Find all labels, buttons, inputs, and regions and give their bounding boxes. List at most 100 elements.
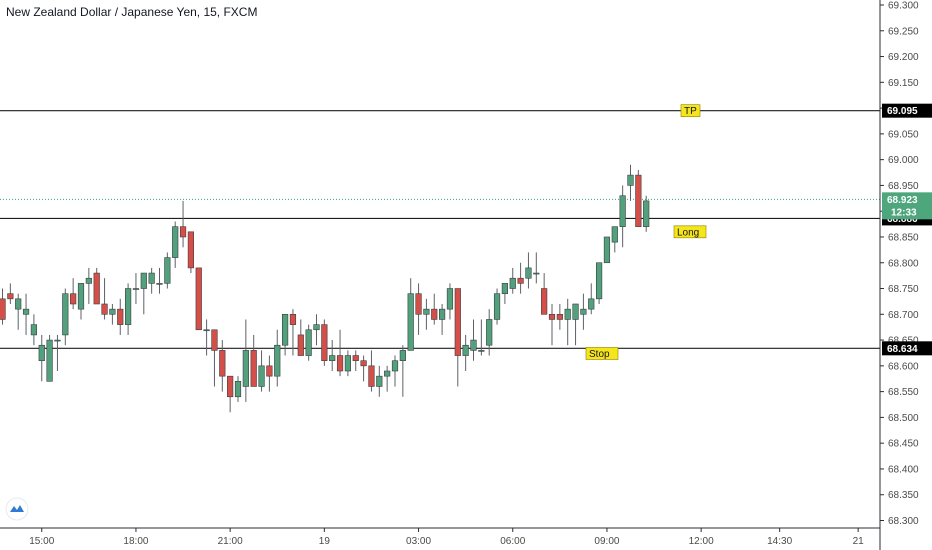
price-tick-label: 69.150 xyxy=(888,78,919,89)
candle-up xyxy=(391,360,399,372)
candle-down xyxy=(211,329,218,351)
candle-down xyxy=(454,288,461,356)
candle-up xyxy=(509,277,516,289)
candle-down xyxy=(195,267,202,331)
price-tick-label: 68.300 xyxy=(888,516,919,527)
candle-down xyxy=(431,308,438,320)
candle-up xyxy=(140,272,147,289)
candle-up xyxy=(305,329,312,356)
candle-up xyxy=(62,293,69,336)
level-price-tag xyxy=(882,103,932,118)
candle-down xyxy=(101,303,108,315)
price-axis[interactable]: 69.30069.25069.20069.15069.10069.05069.0… xyxy=(879,0,919,550)
time-tick-label: 15:00 xyxy=(29,536,54,547)
candle-up xyxy=(22,308,30,315)
candle-up xyxy=(234,381,242,398)
level-price-tag-label: 68.886 xyxy=(887,214,918,225)
candle-up xyxy=(399,350,406,361)
price-tick-label: 68.850 xyxy=(888,232,919,243)
annotations[interactable]: TP Long Stop xyxy=(585,104,707,360)
price-tick-label: 68.800 xyxy=(888,258,919,269)
candle-up xyxy=(77,283,85,310)
candle-up xyxy=(15,298,22,310)
candles xyxy=(0,164,650,413)
candle-down xyxy=(93,272,100,305)
candle-up xyxy=(611,226,618,243)
horizontal-levels[interactable] xyxy=(0,110,880,349)
price-tick-label: 68.600 xyxy=(888,361,919,372)
candle-down xyxy=(415,293,422,315)
candle-up xyxy=(423,308,430,315)
price-tick-label: 69.250 xyxy=(888,26,919,37)
time-tick-label: 03:00 xyxy=(406,536,431,547)
candle-up xyxy=(156,283,163,285)
candle-up xyxy=(446,288,454,310)
candle-down xyxy=(360,360,367,367)
time-tick-label: 06:00 xyxy=(500,536,525,547)
candle-down xyxy=(635,174,642,227)
candle-up xyxy=(478,350,485,352)
time-axis[interactable]: 15:00 18:00 21:00 19 03:00 06:00 09:00 12:00 14:… xyxy=(0,527,880,547)
price-tick-label: 68.350 xyxy=(888,490,919,501)
note-box xyxy=(673,225,707,239)
candle-down xyxy=(336,355,344,372)
note-text: Long xyxy=(677,227,699,238)
candle-up xyxy=(572,303,579,320)
candle-up xyxy=(603,236,611,264)
price-tick-label: 69.000 xyxy=(888,155,919,166)
note-text: TP xyxy=(684,106,697,117)
candle-down xyxy=(321,324,328,361)
candle-up xyxy=(344,355,352,372)
time-tick-label: 09:00 xyxy=(594,536,619,547)
candle-down xyxy=(250,350,257,387)
candle-up xyxy=(407,293,414,351)
level-price-tag-label: 68.634 xyxy=(887,344,918,355)
candle-up xyxy=(54,339,61,342)
candle-up xyxy=(627,174,634,186)
candle-up xyxy=(462,344,469,356)
candle-down xyxy=(289,313,297,325)
tradingview-logo-icon[interactable] xyxy=(5,497,29,521)
price-tick-label: 69.050 xyxy=(888,129,919,140)
candle-down xyxy=(117,308,124,325)
candle-up xyxy=(438,308,446,320)
candle-down xyxy=(7,293,14,300)
candle-up xyxy=(486,319,493,346)
time-tick-label: 14:30 xyxy=(767,536,792,547)
candle-up xyxy=(376,375,383,387)
candle-down xyxy=(541,288,548,315)
candle-up xyxy=(470,339,477,351)
candle-up xyxy=(533,272,540,275)
candle-up xyxy=(313,324,320,331)
bar-countdown-label: 12:33 xyxy=(891,207,917,218)
note-stop[interactable]: Stop xyxy=(585,347,619,360)
current-price-label: 68.923 xyxy=(887,195,918,206)
candle-up xyxy=(125,288,132,325)
candle-up xyxy=(38,344,45,361)
candle-down xyxy=(70,293,77,305)
current-price-tag xyxy=(882,192,932,220)
candle-down xyxy=(187,231,195,269)
candle-up xyxy=(242,350,249,387)
candle-down xyxy=(548,313,556,320)
note-long[interactable]: Long xyxy=(673,225,707,239)
candle-up xyxy=(525,267,532,279)
candle-up xyxy=(164,257,171,284)
time-tick-label: 21:00 xyxy=(218,536,243,547)
candle-up xyxy=(30,324,38,336)
candle-up xyxy=(85,277,92,284)
price-tick-label: 69.300 xyxy=(888,1,919,12)
candle-up xyxy=(384,370,391,377)
candle-up xyxy=(109,308,116,315)
candle-down xyxy=(179,226,187,238)
candle-up xyxy=(580,308,587,315)
candle-up xyxy=(172,226,179,258)
note-tp[interactable]: TP xyxy=(680,104,701,118)
chart-title: New Zealand Dollar / Japanese Yen, 15, F… xyxy=(6,5,258,19)
candle-down xyxy=(556,313,563,320)
time-tick-label: 21 xyxy=(853,536,865,547)
candle-up xyxy=(148,272,155,284)
candle-up xyxy=(493,293,501,320)
candle-down xyxy=(352,355,359,361)
